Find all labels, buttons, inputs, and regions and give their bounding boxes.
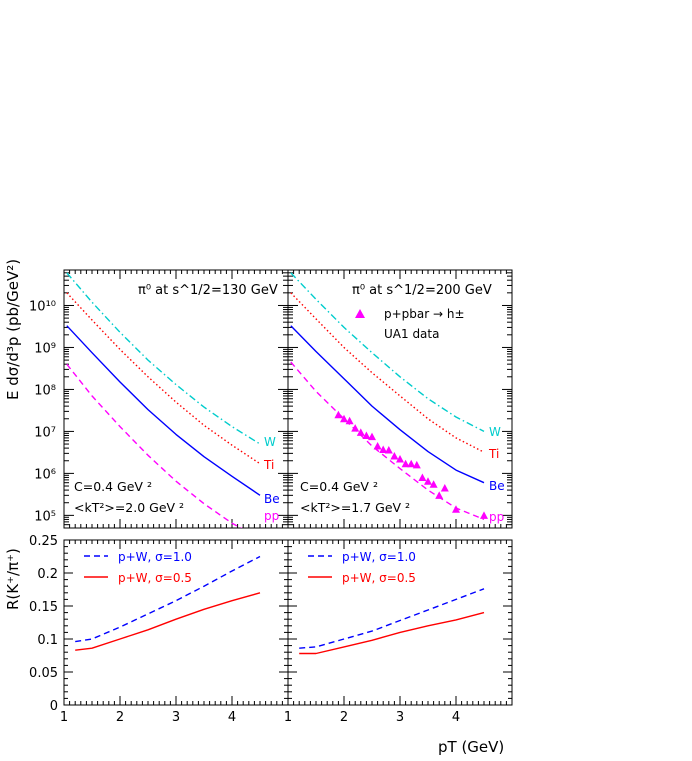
series-line-bottom-left (75, 555, 261, 643)
ua1-data-point (429, 480, 438, 488)
y-tick-label: 10⁶ (34, 467, 56, 482)
y-tick-label: 0.1 (37, 633, 58, 648)
ua1-data-point (407, 459, 416, 468)
x-tick-label: 1 (284, 710, 292, 725)
x-tick-label: 4 (452, 710, 460, 725)
series-line-top-left (66, 272, 261, 445)
y-tick-label: 0.15 (29, 600, 58, 615)
y-tick-label: 10⁷ (34, 425, 56, 440)
x-tick-label: 3 (172, 710, 180, 725)
panel-title-200: π⁰ at s^1/2=200 GeV (352, 283, 492, 298)
label-Be-left: Be (264, 492, 280, 506)
series-line-bottom-left (75, 592, 261, 651)
ua1-data-point (345, 416, 354, 425)
panel-frame-bottom-left (63, 539, 289, 706)
ua1-legend-marker (355, 309, 365, 318)
ua1-data-point (390, 451, 399, 460)
annotation-c-left: C=0.4 GeV ² (74, 479, 152, 494)
label-pp-right: pp (489, 510, 504, 524)
y-tick-label: 10⁸ (34, 383, 56, 398)
x-tick-label: 3 (396, 710, 404, 725)
ua1-data-point (440, 483, 449, 492)
ua1-data-point (334, 410, 343, 419)
ua1-data-point (368, 432, 376, 441)
series-line-top-left (66, 363, 243, 528)
ua1-data-point (351, 424, 360, 432)
label-Be-right: Be (489, 479, 505, 493)
series-line-bottom-right (299, 611, 485, 655)
y-axis-label-bottom: R(K⁺/π⁺) (4, 548, 22, 610)
ua1-data-point (340, 414, 348, 423)
y-tick-label: 0.05 (29, 666, 58, 681)
ua1-data-point (373, 441, 382, 450)
legend-ua1-line2: UA1 data (384, 327, 439, 341)
legend-ua1-line1: p+pbar → h± (384, 307, 465, 321)
ua1-data-point (384, 446, 393, 454)
y-axis-label-top: E dσ/d³p (pb/GeV²) (4, 259, 22, 400)
label-Ti-right: Ti (488, 447, 499, 461)
ua1-data-point (424, 477, 432, 485)
annotation-kt-right: <kT²>=1.7 GeV ² (300, 500, 410, 515)
series-line-top-right (290, 272, 485, 433)
ua1-data-point (452, 505, 460, 513)
ua1-data-point (418, 473, 427, 481)
x-tick-label: 1 (60, 710, 68, 725)
label-W-right: W (489, 425, 501, 439)
y-tick-label: 0 (50, 699, 58, 714)
legend-sigma10-right: p+W, σ=1.0 (342, 550, 416, 564)
ua1-data-point (356, 428, 365, 436)
y-tick-label: 10⁵ (34, 509, 56, 524)
ua1-data-point (435, 491, 444, 499)
series-line-top-right (290, 361, 485, 521)
y-tick-label: 10¹⁰ (29, 299, 56, 314)
x-tick-label: 2 (340, 710, 348, 725)
chart-marks: 10⁵ 10⁶ 10⁷ 10⁸ 10⁹ 10¹⁰ 1 2 3 4 0 0.05 0.1 0.15 0.2 0.… (29, 269, 513, 725)
y-tick-label: 0.25 (29, 534, 58, 549)
legend-sigma10-left: p+W, σ=1.0 (118, 550, 192, 564)
x-tick-label: 2 (116, 710, 124, 725)
panel-title-130: π⁰ at s^1/2=130 GeV (138, 283, 278, 298)
y-tick-label: 0.2 (37, 567, 58, 582)
ua1-data-point (480, 511, 488, 519)
panel-frame-bottom-right (287, 539, 513, 706)
legend-sigma05-right: p+W, σ=0.5 (342, 571, 416, 585)
ua1-data-point (362, 431, 371, 439)
ua1-data-point (379, 445, 388, 454)
y-tick-label: 10⁹ (34, 341, 56, 356)
ua1-data-point (396, 455, 404, 463)
label-Ti-left: Ti (263, 458, 274, 472)
series-line-top-right (290, 325, 485, 484)
x-tick-label: 4 (228, 710, 236, 725)
series-line-top-left (66, 292, 261, 465)
series-line-top-right (290, 292, 485, 453)
annotation-c-right: C=0.4 GeV ² (300, 479, 378, 494)
ua1-data-point (401, 459, 410, 468)
x-axis-label: pT (GeV) (438, 738, 504, 756)
ua1-data-point (412, 460, 421, 469)
annotation-kt-left: <kT²>=2.0 GeV ² (74, 500, 184, 515)
legend-sigma05-left: p+W, σ=0.5 (118, 571, 192, 585)
label-pp-left: pp (264, 509, 279, 523)
series-line-top-left (66, 325, 261, 496)
series-line-bottom-right (299, 588, 485, 649)
label-W-left: W (264, 435, 276, 449)
